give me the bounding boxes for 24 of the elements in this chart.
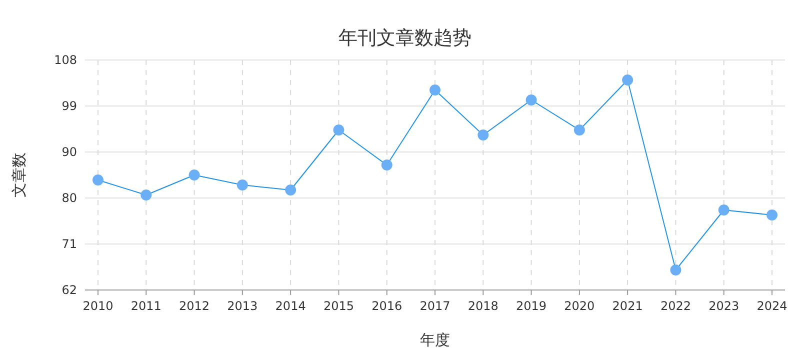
y-tick-label: 71 — [62, 237, 77, 251]
y-tick-label: 99 — [62, 99, 77, 113]
x-tick-label: 2020 — [564, 299, 595, 313]
x-tick-label: 2012 — [179, 299, 210, 313]
x-tick-label: 2015 — [323, 299, 354, 313]
x-tick-label: 2013 — [227, 299, 258, 313]
y-tick-label: 62 — [62, 283, 77, 297]
x-tick-label: 2019 — [516, 299, 547, 313]
x-tick-label: 2024 — [756, 299, 788, 313]
x-tick-label: 2014 — [275, 299, 306, 313]
x-axis-title: 年度 — [420, 331, 450, 349]
x-tick-label: 2010 — [82, 299, 114, 313]
x-tick-label: 2017 — [420, 299, 450, 313]
y-tick-label: 108 — [54, 53, 77, 67]
x-tick-label: 2023 — [708, 299, 740, 313]
x-tick-label: 2016 — [372, 299, 402, 313]
x-tick-label: 2022 — [660, 299, 691, 313]
x-tick-label: 2018 — [468, 299, 498, 313]
y-tick-label: 80 — [62, 191, 77, 205]
x-tick-label: 2011 — [130, 299, 162, 313]
x-tick-label: 2021 — [612, 299, 643, 313]
y-axis-title: 文章数 — [10, 152, 28, 198]
chart-title: 年刊文章数趋势 — [338, 27, 472, 49]
y-tick-label: 90 — [62, 145, 77, 159]
